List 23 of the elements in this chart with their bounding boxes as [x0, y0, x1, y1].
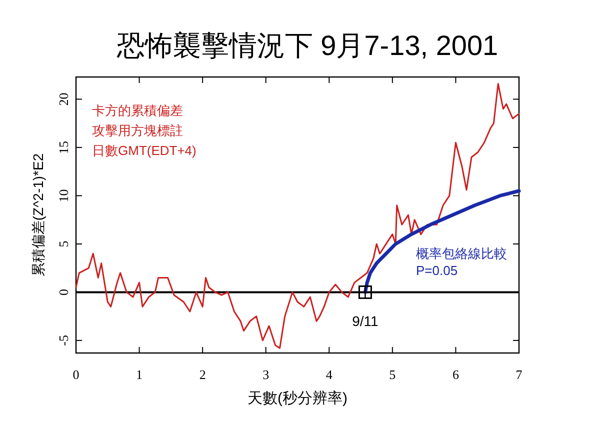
y-tick-label: 15	[56, 140, 71, 154]
x-axis-title: 天數(秒分辨率)	[248, 390, 348, 407]
annotation: 攻擊用方塊標註	[92, 123, 183, 138]
x-tick-label: 1	[136, 367, 143, 382]
line-series	[75, 83, 520, 349]
annotation: 9/11	[352, 313, 379, 330]
y-tick-label: 20	[56, 92, 71, 106]
chart-title: 恐怖襲擊情況下 9月7-13, 2001	[116, 30, 498, 61]
y-tick-label: 5	[56, 240, 71, 248]
y-axis-title: 累積偏差(Z^2-1)*E2	[30, 153, 46, 277]
annotation: P=0.05	[416, 263, 458, 278]
y-tick-label: 10	[56, 189, 71, 202]
x-tick-label: 4	[326, 367, 333, 382]
x-tick-label: 2	[199, 367, 206, 382]
annotation: 日數GMT(EDT+4)	[92, 143, 196, 158]
y-tick-label: 0	[56, 288, 71, 296]
annotation: 概率包絡線比較	[416, 246, 507, 261]
y-tick-label: -5	[56, 335, 71, 346]
x-tick-label: 5	[389, 367, 396, 382]
annotation: 卡方的累積偏差	[92, 103, 183, 118]
x-tick-label: 6	[452, 367, 460, 382]
x-tick-label: 7	[516, 367, 523, 382]
x-tick-label: 3	[262, 367, 270, 382]
